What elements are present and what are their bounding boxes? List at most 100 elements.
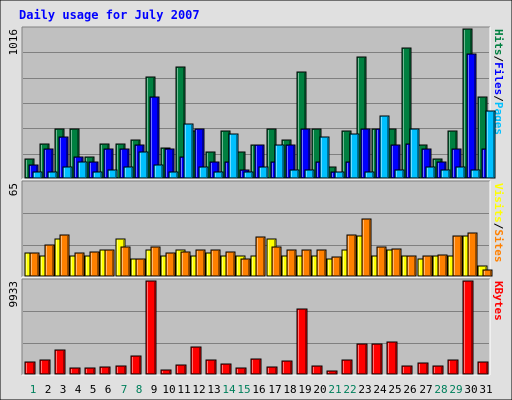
panel-hits_files_pages: 1016 Hits/Files/Pages <box>7 26 505 180</box>
bar-sites-day-23 <box>361 218 372 277</box>
bar-fill <box>205 359 217 375</box>
bar-pages-day-19 <box>304 169 315 179</box>
x-tick-label-day-1: 1 <box>30 383 37 396</box>
bar-kbytes-day-14 <box>220 363 232 375</box>
x-tick-label-day-6: 6 <box>105 383 112 396</box>
bar-fill <box>296 308 308 375</box>
y-max-label: 1016 <box>7 29 20 56</box>
y-max-label: 65 <box>7 183 20 196</box>
bar-sites-day-11 <box>180 251 191 277</box>
bar-kbytes-day-15 <box>235 367 247 375</box>
x-tick-label-day-7: 7 <box>121 383 128 396</box>
bar-fill <box>150 246 161 277</box>
bar-fill <box>92 171 103 179</box>
bar-kbytes-day-25 <box>386 341 398 375</box>
bar-kbytes-day-1 <box>24 361 36 375</box>
bar-sites-day-27 <box>422 255 433 277</box>
bar-fill <box>470 169 481 179</box>
side-legend: Visits/Sites <box>492 183 505 263</box>
bar-sites-day-12 <box>195 249 206 277</box>
bar-sites-day-24 <box>376 246 387 277</box>
bar-pages-day-1 <box>32 171 43 179</box>
bar-fill <box>183 123 194 179</box>
x-tick-label-day-9: 9 <box>151 383 158 396</box>
bar-fill <box>349 133 360 179</box>
bar-fill <box>115 365 127 375</box>
bar-fill <box>334 171 345 179</box>
x-tick-label-day-12: 12 <box>192 383 205 396</box>
x-tick-label-day-19: 19 <box>298 383 311 396</box>
bar-fill <box>123 166 134 179</box>
bar-pages-day-25 <box>394 169 405 179</box>
bar-fill <box>195 249 206 277</box>
bar-pages-day-23 <box>364 171 375 179</box>
bar-fill <box>289 169 300 179</box>
bar-fill <box>286 249 297 277</box>
bar-sites-day-21 <box>331 256 342 277</box>
bar-fill <box>281 360 293 375</box>
bar-pages-day-3 <box>62 166 73 179</box>
bar-fill <box>311 365 323 375</box>
bar-pages-day-20 <box>319 136 330 179</box>
bar-sites-day-17 <box>271 246 282 277</box>
bar-fill <box>346 234 357 277</box>
x-tick-label-day-24: 24 <box>373 383 387 396</box>
bar-fill <box>356 343 368 375</box>
bar-fill <box>99 366 111 375</box>
bar-sites-day-6 <box>104 249 115 277</box>
bar-pages-day-26 <box>409 128 420 179</box>
bar-fill <box>482 269 493 277</box>
x-tick-label-day-27: 27 <box>419 383 432 396</box>
chart-title: Daily usage for July 2007 <box>19 8 200 22</box>
bar-fill <box>301 249 312 277</box>
bar-fill <box>24 361 36 375</box>
bar-pages-day-17 <box>274 144 285 179</box>
bar-pages-day-8 <box>138 151 149 179</box>
bar-sites-day-29 <box>452 235 463 277</box>
bar-fill <box>406 255 417 277</box>
x-axis-day-labels: 1 2 3 4 5 6 7 8 9 10 11 12 13 14 15 16 17 18 19 20 21 22 23 24 2… <box>30 383 493 396</box>
bar-fill <box>84 367 96 375</box>
bar-kbytes-day-10 <box>160 369 172 375</box>
bar-kbytes-day-26 <box>401 365 413 375</box>
x-tick-label-day-22: 22 <box>343 383 356 396</box>
bar-fill <box>386 341 398 375</box>
x-tick-label-day-16: 16 <box>252 383 265 396</box>
bar-kbytes-day-17 <box>266 366 278 375</box>
bar-fill <box>432 365 444 375</box>
bar-fill <box>401 365 413 375</box>
x-tick-label-day-28: 28 <box>434 383 447 396</box>
x-tick-label-day-14: 14 <box>222 383 236 396</box>
bar-pages-day-24 <box>379 115 390 179</box>
bar-kbytes-day-18 <box>281 360 293 375</box>
bar-kbytes-day-12 <box>190 346 202 375</box>
bar-fill <box>376 246 387 277</box>
bar-kbytes-day-7 <box>115 365 127 375</box>
bar-fill <box>62 166 73 179</box>
panel-visits_sites: 65 Visits/Sites <box>7 180 505 278</box>
side-legend-item: Files <box>492 62 505 95</box>
bar-fill <box>175 364 187 375</box>
bar-pages-day-28 <box>440 169 451 179</box>
bar-fill <box>130 355 142 375</box>
x-tick-label-day-25: 25 <box>388 383 401 396</box>
side-legend-item: Sites <box>492 229 505 262</box>
x-tick-label-day-5: 5 <box>90 383 97 396</box>
bar-kbytes-day-22 <box>341 359 353 375</box>
bar-fill <box>467 232 478 277</box>
bar-fill <box>266 366 278 375</box>
bar-fill <box>417 362 429 375</box>
bar-fill <box>243 171 254 179</box>
bar-fill <box>210 249 221 277</box>
bar-pages-day-29 <box>455 166 466 179</box>
bar-fill <box>371 343 383 375</box>
bar-kbytes-day-4 <box>69 367 81 375</box>
bar-sites-day-18 <box>286 249 297 277</box>
bar-kbytes-day-2 <box>39 359 51 375</box>
bar-fill <box>160 369 172 375</box>
bar-sites-day-25 <box>391 248 402 277</box>
bar-sites-day-22 <box>346 234 357 277</box>
bar-fill <box>235 367 247 375</box>
bar-kbytes-day-29 <box>447 359 459 375</box>
